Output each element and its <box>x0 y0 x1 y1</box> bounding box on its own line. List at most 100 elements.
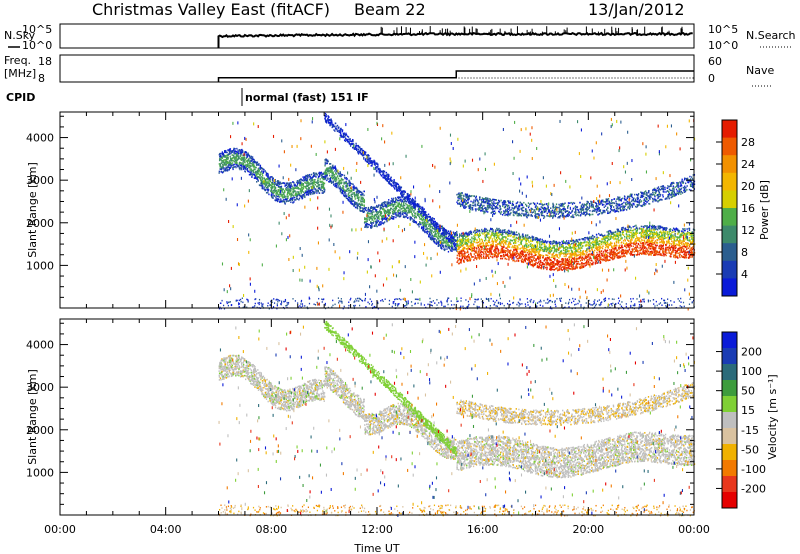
heatmap-cell <box>385 218 387 221</box>
heatmap-cell <box>425 218 427 221</box>
heatmap-cell <box>403 198 406 201</box>
heatmap-cell <box>340 127 342 130</box>
heatmap-cell <box>231 162 233 164</box>
heatmap-cell <box>634 238 637 240</box>
heatmap-cell <box>639 306 642 309</box>
heatmap-cell <box>279 193 281 195</box>
heatmap-cell <box>329 171 332 173</box>
heatmap-cell <box>343 182 345 185</box>
heatmap-cell <box>321 173 323 176</box>
heatmap-cell <box>351 201 353 203</box>
heatmap-cell <box>397 196 400 198</box>
heatmap-cell <box>260 302 262 304</box>
heatmap-cell <box>235 161 238 163</box>
heatmap-cell <box>339 129 342 132</box>
heatmap-cell <box>506 302 509 305</box>
heatmap-cell <box>663 302 666 304</box>
heatmap-cell <box>236 163 238 166</box>
heatmap-cell <box>346 185 349 188</box>
heatmap-cell <box>393 210 395 213</box>
heatmap-cell <box>304 305 306 307</box>
heatmap-cell <box>278 183 280 186</box>
heatmap-cell <box>233 166 235 168</box>
heatmap-cell <box>642 298 644 301</box>
cpid-label: CPID <box>6 91 35 104</box>
heatmap-cell <box>633 228 635 231</box>
heatmap-cell <box>278 194 280 197</box>
heatmap-cell <box>315 172 317 175</box>
heatmap-cell <box>367 301 369 304</box>
heatmap-cell <box>399 211 401 214</box>
heatmap-cell <box>422 228 424 231</box>
heatmap-cell <box>370 222 372 224</box>
heatmap-cell <box>356 191 358 194</box>
heatmap-cell <box>568 258 571 261</box>
nsearch-tick-top: 10^5 <box>708 23 738 36</box>
heatmap-cell <box>356 197 358 200</box>
heatmap-cell <box>334 183 337 185</box>
heatmap-cell <box>524 303 526 305</box>
heatmap-cell <box>247 299 249 301</box>
heatmap-cell <box>351 193 353 196</box>
heatmap-cell <box>297 180 299 182</box>
heatmap-cell <box>278 198 280 201</box>
heatmap-cell <box>571 307 573 310</box>
heatmap-cell <box>689 298 691 300</box>
heatmap-cell <box>522 255 525 258</box>
heatmap-cell <box>293 182 295 184</box>
heatmap-cell <box>306 182 308 184</box>
heatmap-cell <box>599 304 601 307</box>
heatmap-cell <box>325 174 327 177</box>
heatmap-cell <box>426 230 429 233</box>
heatmap-cell <box>275 198 277 200</box>
heatmap-cell <box>355 202 357 205</box>
heatmap-cell <box>266 187 268 189</box>
heatmap-cell <box>316 192 318 194</box>
heatmap-cell <box>398 213 400 216</box>
heatmap-cell <box>435 235 438 238</box>
heatmap-cell <box>443 230 445 233</box>
heatmap-cell <box>499 231 501 234</box>
heatmap-cell <box>460 297 462 299</box>
heatmap-cell <box>362 154 364 157</box>
heatmap-cell <box>298 194 300 196</box>
heatmap-cell <box>233 147 235 150</box>
heatmap-cell <box>304 185 306 188</box>
heatmap-cell <box>461 232 463 235</box>
heatmap-cell <box>360 194 362 196</box>
heatmap-cell <box>292 195 294 197</box>
heatmap-cell <box>397 209 399 212</box>
heatmap-cell <box>388 214 390 217</box>
heatmap-cell <box>499 297 502 300</box>
heatmap-cell <box>419 205 421 208</box>
heatmap-cell <box>356 204 358 206</box>
heatmap-cell <box>409 206 411 208</box>
heatmap-cell <box>287 185 289 188</box>
heatmap-cell <box>229 301 231 303</box>
heatmap-cell <box>436 241 438 244</box>
heatmap-cell <box>387 173 389 176</box>
heatmap-cell <box>266 182 269 184</box>
heatmap-cell <box>334 170 336 172</box>
heatmap-cell <box>493 304 495 306</box>
heatmap-cell <box>283 191 285 194</box>
heatmap-cell <box>348 192 350 194</box>
heatmap-cell <box>364 209 367 211</box>
heatmap-cell <box>293 201 295 203</box>
heatmap-cell <box>324 159 326 161</box>
heatmap-cell <box>496 305 498 308</box>
heatmap-cell <box>254 305 256 307</box>
heatmap-cell <box>411 206 413 208</box>
heatmap-cell <box>443 237 445 240</box>
heatmap-cell <box>365 151 367 154</box>
heatmap-cell <box>632 229 634 232</box>
heatmap-cell <box>513 244 516 247</box>
heatmap-cell <box>258 169 260 172</box>
heatmap-cell <box>331 126 333 129</box>
heatmap-cell <box>219 163 222 166</box>
heatmap-cell <box>360 150 362 152</box>
heatmap-cell <box>249 162 252 164</box>
heatmap-cell <box>377 301 379 303</box>
heatmap-cell <box>440 239 442 242</box>
heatmap-cell <box>453 303 455 306</box>
